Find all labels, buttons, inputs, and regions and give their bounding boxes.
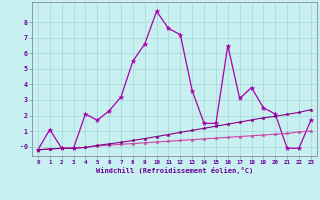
X-axis label: Windchill (Refroidissement éolien,°C): Windchill (Refroidissement éolien,°C) (96, 167, 253, 174)
